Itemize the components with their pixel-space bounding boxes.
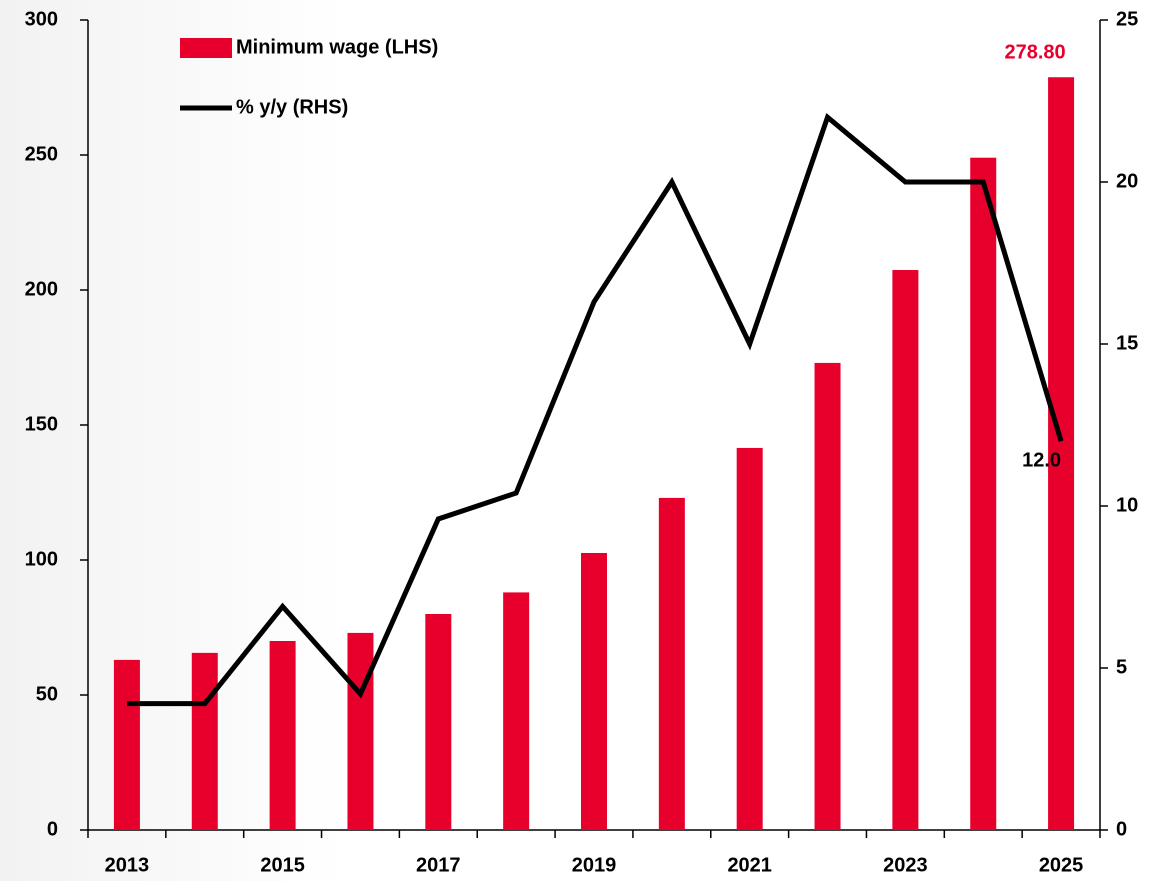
x-tick-label: 2021 (727, 854, 772, 876)
x-tick-label: 2013 (105, 854, 150, 876)
legend-label: % y/y (RHS) (236, 96, 348, 118)
line-value-label: 12.0 (1022, 449, 1061, 471)
y2-tick-label: 25 (1116, 8, 1138, 30)
x-tick-label: 2023 (883, 854, 928, 876)
bar (970, 157, 997, 830)
bar (113, 659, 140, 830)
bar (736, 447, 763, 830)
y2-tick-label: 20 (1116, 170, 1138, 192)
bar (581, 552, 607, 830)
y2-tick-label: 15 (1116, 332, 1138, 354)
bar (425, 614, 452, 830)
legend-label: Minimum wage (LHS) (236, 36, 438, 58)
bar (347, 632, 374, 830)
x-tick-label: 2015 (260, 854, 305, 876)
bar (1048, 77, 1075, 831)
x-tick-label: 2017 (416, 854, 461, 876)
bar (814, 362, 841, 830)
y-tick-label: 50 (36, 683, 58, 705)
bar (892, 270, 919, 830)
bar (269, 641, 296, 830)
y-tick-label: 0 (47, 818, 58, 840)
y-tick-label: 150 (25, 413, 58, 435)
bar-value-label: 278.80 (1004, 42, 1065, 64)
y-tick-label: 100 (25, 548, 58, 570)
y-tick-label: 200 (25, 278, 58, 300)
x-tick-label: 2025 (1039, 854, 1084, 876)
x-tick-label: 2019 (572, 854, 617, 876)
y-tick-label: 300 (25, 8, 58, 30)
bar (191, 652, 218, 830)
line (126, 112, 1064, 707)
bar (658, 497, 685, 830)
y2-tick-label: 5 (1116, 656, 1127, 678)
y2-tick-label: 0 (1116, 818, 1127, 840)
bar (503, 592, 530, 830)
legend-swatch (180, 38, 232, 58)
y2-tick-label: 10 (1116, 494, 1138, 516)
y-tick-label: 250 (25, 143, 58, 165)
